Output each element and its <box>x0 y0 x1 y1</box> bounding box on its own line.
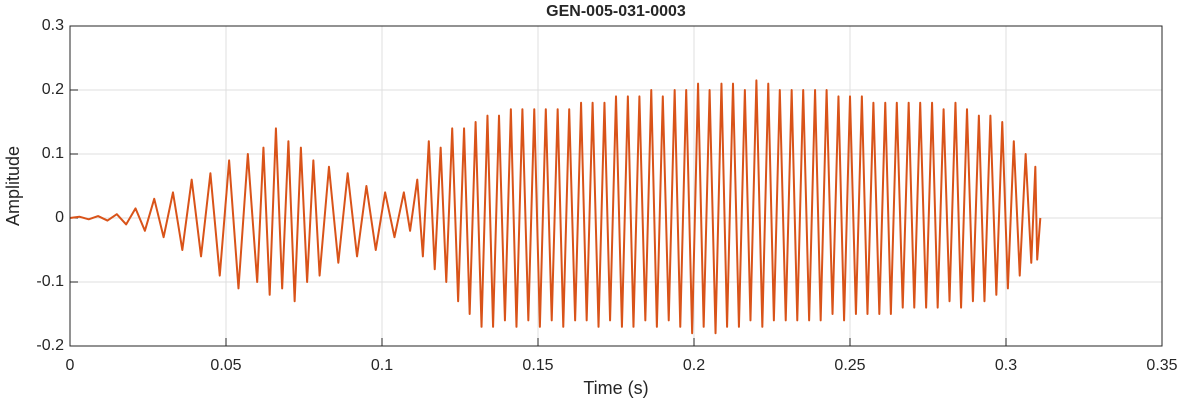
y-tick-label: 0.1 <box>42 145 64 162</box>
y-tick-label: -0.2 <box>36 337 64 354</box>
x-tick-label: 0.05 <box>210 357 241 374</box>
x-tick-label: 0.2 <box>683 357 705 374</box>
x-tick-label: 0.25 <box>834 357 865 374</box>
y-axis-label: Amplitude <box>3 146 23 226</box>
y-tick-label: 0.3 <box>42 17 64 34</box>
waveform-line <box>69 79 1042 335</box>
x-tick-label: 0.15 <box>522 357 553 374</box>
x-axis-label: Time (s) <box>583 378 648 398</box>
y-tick-label: 0 <box>55 209 64 226</box>
x-tick-label: 0 <box>66 357 75 374</box>
y-tick-label: -0.1 <box>36 273 64 290</box>
plot-frame <box>69 25 1163 347</box>
chart-title: GEN-005-031-0003 <box>546 3 686 20</box>
y-tick-label: 0.2 <box>42 81 64 98</box>
x-tick-label: 0.3 <box>995 357 1017 374</box>
x-tick-label: 0.35 <box>1146 357 1177 374</box>
x-tick-label: 0.1 <box>371 357 393 374</box>
